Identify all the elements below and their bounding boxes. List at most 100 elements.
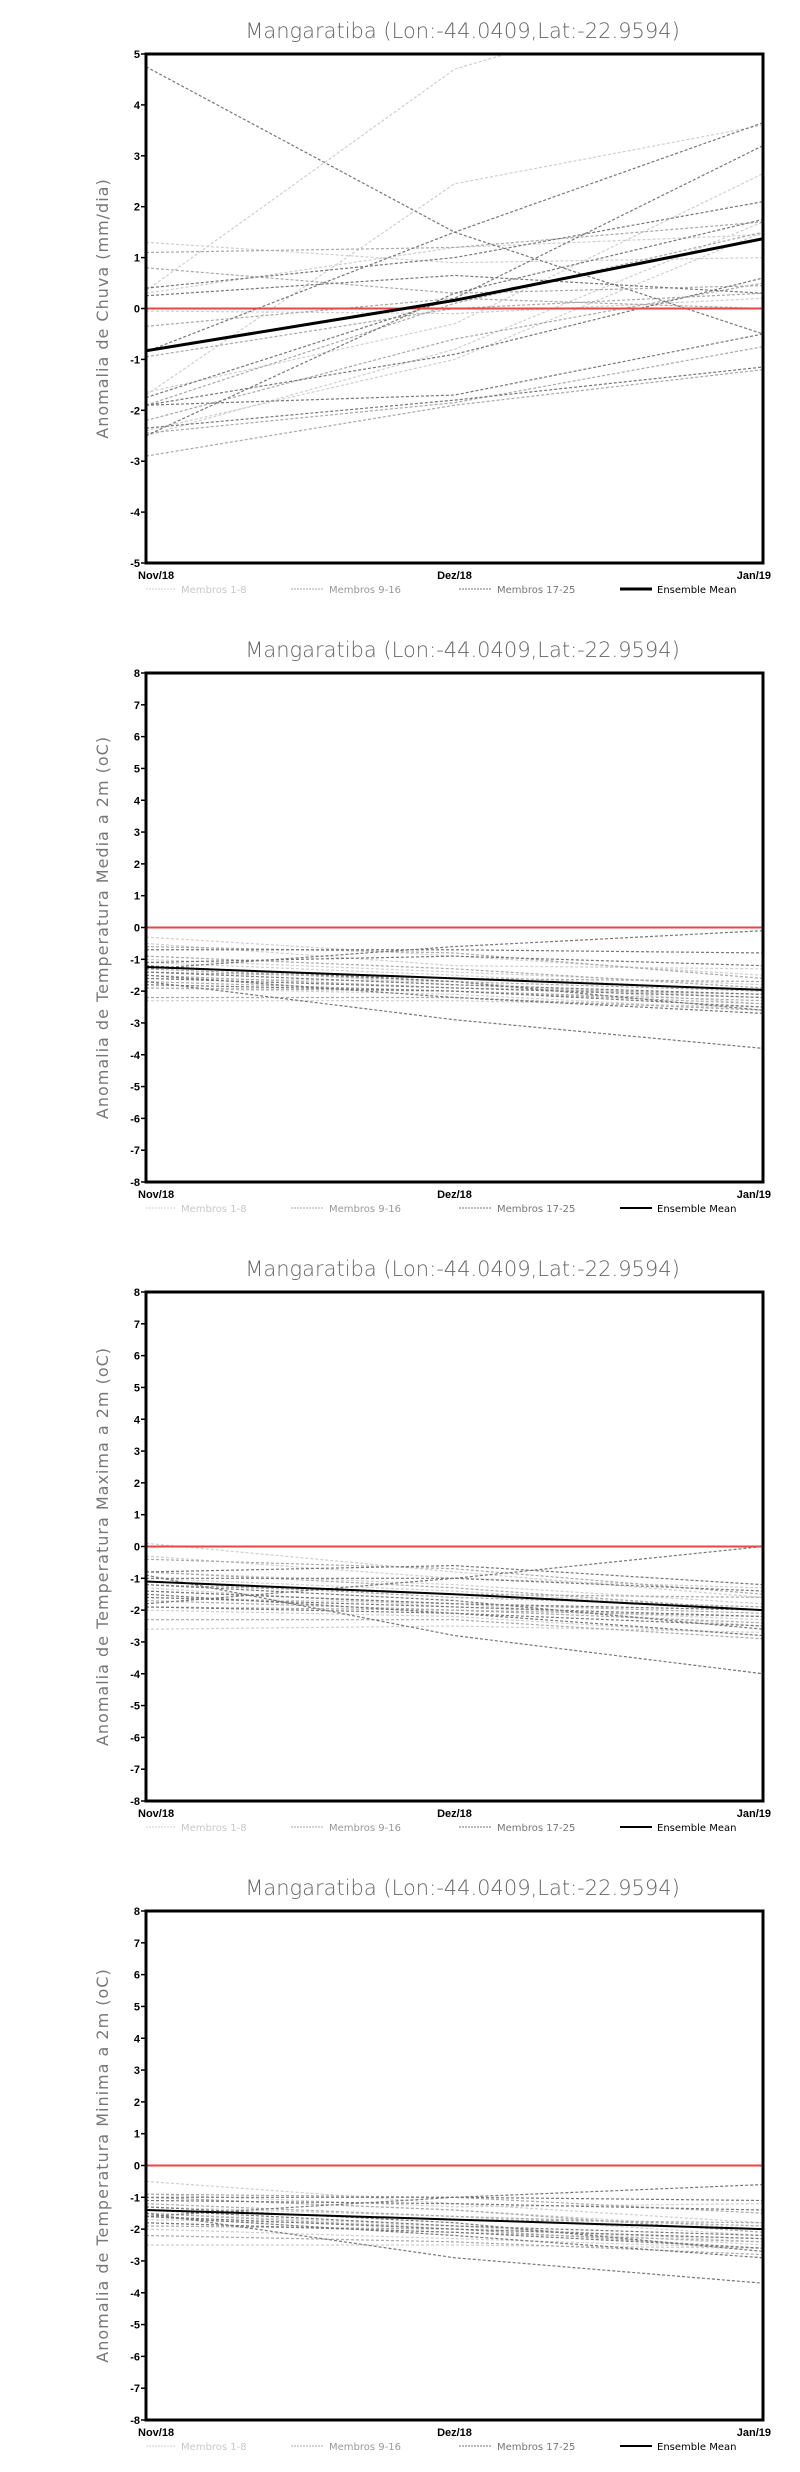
member-line-group2-4 [146, 980, 763, 1002]
y-tick-label: 5 [134, 763, 140, 775]
y-tick-label: -1 [130, 2192, 140, 2204]
legend-label: Membros 17-25 [497, 585, 575, 596]
y-tick-label: 2 [134, 1478, 140, 1490]
y-tick-label: -5 [130, 558, 140, 570]
member-line-group2-5 [146, 968, 763, 992]
y-tick-label: -3 [130, 1637, 140, 1649]
y-tick-label: -7 [130, 1145, 140, 1157]
legend-label: Membros 17-25 [497, 2442, 575, 2453]
chart-panel-4: Mangaratiba (Lon:-44.0409,Lat:-22.9594) A… [93, 1876, 771, 2453]
y-tick-label: 5 [134, 1382, 140, 1394]
member-line-group1-2 [146, 958, 763, 986]
member-line-group3-7 [146, 1606, 763, 1627]
member-line-group1-6 [146, 2244, 763, 2249]
member-line-group3-1 [146, 980, 763, 1049]
legend-label: Membros 1-8 [181, 585, 247, 596]
member-line-group3-6 [146, 1596, 763, 1618]
member-line-group2-3 [146, 2212, 763, 2240]
member-line-group1-3 [146, 2206, 763, 2237]
series-lines [146, 2164, 763, 2284]
member-line-group3-3 [146, 2196, 763, 2202]
legend-label: Ensemble Mean [657, 1823, 736, 1834]
chart-panel-3: Mangaratiba (Lon:-44.0409,Lat:-22.9594) A… [93, 1257, 771, 1834]
member-line-group3-7 [146, 366, 763, 429]
y-tick-label: -2 [130, 1605, 140, 1617]
series-lines [146, 1542, 763, 1675]
series-lines [146, 926, 763, 1049]
member-line-group1-4 [146, 2218, 763, 2243]
legend-label: Membros 1-8 [181, 1823, 247, 1834]
y-axis-label: Anomalia de Chuva (mm/dia) [93, 178, 112, 438]
x-tick-label: Jan/19 [737, 570, 771, 582]
member-line-group2-1 [146, 1558, 763, 1595]
y-tick-label: -2 [130, 2224, 140, 2236]
x-tick-label: Jan/19 [737, 1808, 771, 1820]
ensemble-mean-line [146, 965, 763, 991]
member-line-group1-1 [146, 1542, 763, 1598]
member-line-group1-1 [146, 54, 509, 292]
member-line-group3-5 [146, 274, 763, 297]
member-line-group2-5 [146, 2203, 763, 2227]
x-tick-label: Nov/18 [138, 2427, 174, 2439]
y-tick-label: 7 [134, 1938, 140, 1950]
chart-panel-2: Mangaratiba (Lon:-44.0409,Lat:-22.9594) A… [93, 638, 771, 1215]
y-tick-label: -6 [130, 1732, 140, 1744]
legend: Membros 1-8 Membros 9-16 Membros 17-25 Ense… [146, 1204, 736, 1215]
member-line-group1-7 [146, 942, 763, 970]
chart-title: Mangaratiba (Lon:-44.0409,Lat:-22.9594) [245, 1876, 680, 1900]
y-tick-label: 1 [134, 2129, 140, 2141]
legend-label: Membros 1-8 [181, 1204, 247, 1215]
y-tick-label: -4 [130, 1050, 141, 1062]
member-line-group3-4 [146, 201, 763, 289]
member-line-group2-3 [146, 297, 763, 327]
member-line-group2-5 [146, 282, 763, 422]
member-line-group2-1 [146, 2193, 763, 2214]
legend-label: Membros 9-16 [329, 1204, 401, 1215]
y-tick-label: -2 [130, 986, 140, 998]
legend: Membros 1-8 Membros 9-16 Membros 17-25 Ense… [146, 2442, 736, 2453]
y-tick-label: 1 [134, 891, 140, 903]
legend-label: Membros 9-16 [329, 585, 401, 596]
member-line-group1-4 [146, 1596, 763, 1627]
member-line-group2-2 [146, 1584, 763, 1598]
y-tick-label: -3 [130, 1018, 140, 1030]
y-tick-label: -1 [130, 354, 140, 366]
series-lines [146, 54, 763, 457]
y-tick-label: 1 [134, 1510, 140, 1522]
member-line-group2-2 [146, 231, 763, 406]
y-tick-label: 0 [134, 923, 140, 935]
y-tick-label: -5 [130, 2320, 140, 2332]
member-line-group3-1 [146, 66, 763, 335]
ensemble-mean-line [146, 1580, 763, 1612]
y-tick-label: 4 [134, 2033, 141, 2045]
member-line-group3-9 [146, 1593, 763, 1637]
member-line-group2-7 [146, 2225, 763, 2249]
y-tick-label: 3 [134, 1446, 140, 1458]
member-line-group2-1 [146, 945, 763, 979]
y-tick-label: 0 [134, 1542, 140, 1554]
member-line-group3-4 [146, 1577, 763, 1592]
y-tick-label: -3 [130, 456, 140, 468]
y-axis-label: Anomalia de Temperatura Minima a 2m (oC) [93, 1968, 112, 2362]
member-line-group2-7 [146, 267, 763, 294]
y-tick-label: -2 [130, 405, 140, 417]
chart-title: Mangaratiba (Lon:-44.0409,Lat:-22.9594) [245, 638, 680, 662]
member-line-group3-5 [146, 1590, 763, 1611]
y-tick-label: 4 [134, 1414, 141, 1426]
y-tick-label: 0 [134, 2161, 140, 2173]
member-line-group2-5 [146, 1580, 763, 1608]
y-tick-label: -5 [130, 1701, 140, 1713]
member-line-group2-7 [146, 1606, 763, 1624]
member-line-group3-5 [146, 971, 763, 995]
y-tick-label: -4 [130, 2288, 141, 2300]
y-tick-label: 3 [134, 2065, 140, 2077]
y-tick-label: -8 [130, 1796, 140, 1808]
member-line-group1-2 [146, 1571, 763, 1605]
y-tick-label: 0 [134, 304, 140, 316]
member-line-group3-8 [146, 2206, 763, 2252]
member-line-group3-9 [146, 2215, 763, 2259]
member-line-group2-8 [146, 996, 763, 1011]
member-line-group3-6 [146, 2215, 763, 2240]
legend-label: Membros 17-25 [497, 1823, 575, 1834]
